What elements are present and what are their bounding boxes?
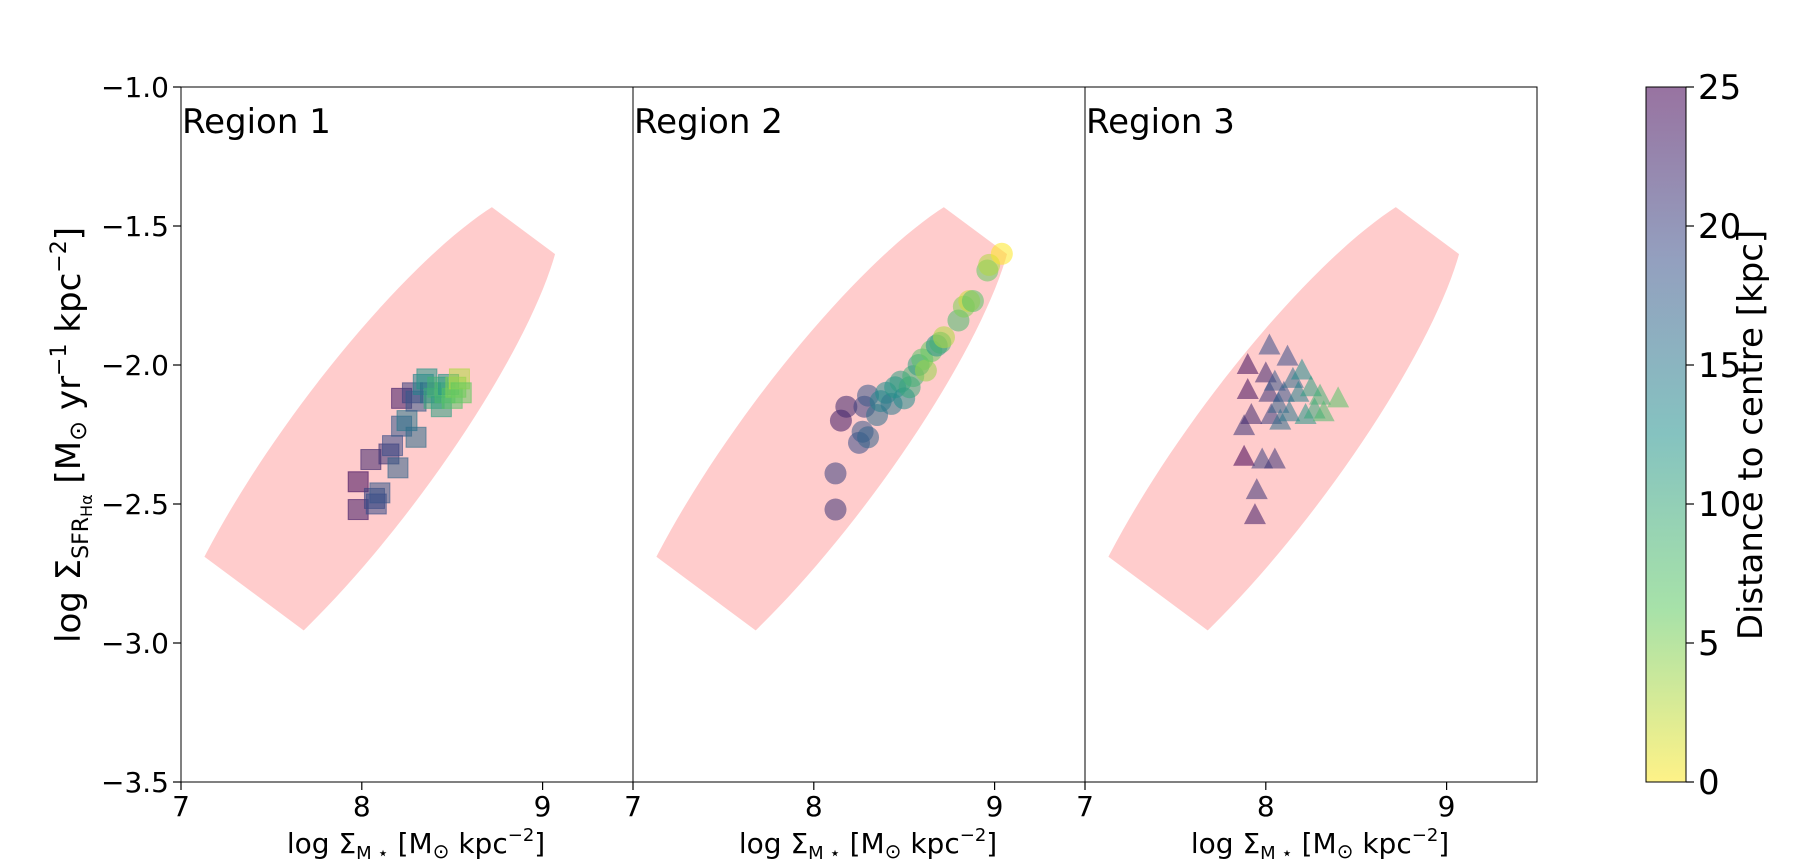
data-point	[1267, 391, 1290, 413]
data-point	[387, 457, 409, 479]
data-point	[824, 462, 847, 485]
y-tick-label: −3.5	[101, 766, 169, 799]
data-point	[1309, 383, 1332, 405]
x-tick-label: 7	[1076, 790, 1094, 823]
data-points	[824, 242, 1013, 521]
data-point	[857, 426, 880, 449]
data-point	[1233, 444, 1256, 466]
x-tick-label: 7	[172, 790, 190, 823]
data-point	[1290, 358, 1313, 380]
data-point	[1236, 353, 1259, 374]
data-point	[1240, 403, 1263, 425]
data-point	[405, 426, 427, 448]
x-tick-label: 9	[986, 790, 1004, 823]
colorbar-tick-label: 0	[1698, 763, 1720, 803]
data-point	[1243, 503, 1266, 525]
data-point	[365, 493, 387, 515]
colorbar-label: Distance to centre [kpc]	[1731, 230, 1771, 640]
x-tick-label: 8	[1257, 790, 1275, 823]
colorbar-tick-label: 20	[1698, 207, 1741, 247]
data-point	[1272, 380, 1295, 402]
data-point	[1287, 380, 1310, 402]
data-point	[1245, 478, 1268, 500]
data-point	[1258, 380, 1281, 402]
x-tick-label: 9	[1438, 790, 1456, 823]
panel-title: Region 2	[634, 102, 783, 142]
data-point	[1278, 400, 1301, 422]
panel-title: Region 3	[1086, 102, 1235, 142]
y-tick-label: −1.5	[101, 210, 169, 243]
colorbar: 0 5 10 15 20 25 Distance to centre [kpc]	[1645, 68, 1771, 803]
colorbar-ticks: 0 5 10 15 20 25	[1686, 68, 1741, 803]
colorbar-tick-label: 5	[1698, 624, 1720, 664]
y-tick-label: −3.0	[101, 627, 169, 660]
data-points	[1233, 333, 1350, 525]
x-tick-label: 7	[624, 790, 642, 823]
colorbar-tick-label: 10	[1698, 485, 1741, 525]
data-point	[1233, 414, 1256, 436]
data-points	[347, 368, 472, 521]
y-tick-label: −1.0	[101, 71, 169, 104]
colorbar-gradient	[1645, 86, 1687, 783]
data-point	[1263, 369, 1286, 391]
x-tick-label: 8	[353, 790, 371, 823]
y-axis-label: log ΣSFRHα [M⊙ yr−1 kpc−2]	[47, 227, 96, 643]
data-point	[835, 395, 858, 418]
data-point	[824, 498, 847, 521]
y-tick-label: −2.5	[101, 488, 169, 521]
x-axis-label: log ΣM ⋆ [M⊙ kpc−2]	[739, 825, 997, 864]
data-point	[360, 449, 382, 471]
y-tick-label: −2.0	[101, 349, 169, 382]
main-sequence-ellipse	[1066, 188, 1465, 709]
data-point	[450, 382, 472, 404]
data-point	[961, 290, 984, 313]
data-point	[914, 359, 937, 382]
colorbar-tick-label: 25	[1698, 68, 1741, 108]
x-tick-label: 8	[805, 790, 823, 823]
data-point	[1294, 403, 1317, 425]
panel-title: Region 1	[182, 102, 331, 142]
colorbar-tick-label: 15	[1698, 346, 1741, 386]
x-axis-label: log ΣM ⋆ [M⊙ kpc−2]	[287, 825, 545, 864]
data-point	[1312, 400, 1335, 422]
data-point	[382, 435, 404, 457]
data-point	[932, 326, 955, 349]
data-point	[1263, 447, 1286, 469]
data-point	[1327, 386, 1350, 408]
main-sequence-ellipse	[614, 188, 1013, 709]
x-axis-label: log ΣM ⋆ [M⊙ kpc−2]	[1191, 825, 1449, 864]
x-tick-label: 9	[534, 790, 552, 823]
data-point	[347, 471, 369, 493]
svg-text:log ΣSFRHα [M⊙ yr−1 kpc−2]: log ΣSFRHα [M⊙ yr−1 kpc−2]	[47, 227, 96, 643]
data-point	[1276, 344, 1299, 366]
plot-frame	[1084, 86, 1538, 783]
data-point	[1236, 378, 1259, 400]
data-point	[1258, 333, 1281, 355]
main-sequence-ellipse	[162, 188, 561, 709]
data-point	[990, 242, 1013, 265]
